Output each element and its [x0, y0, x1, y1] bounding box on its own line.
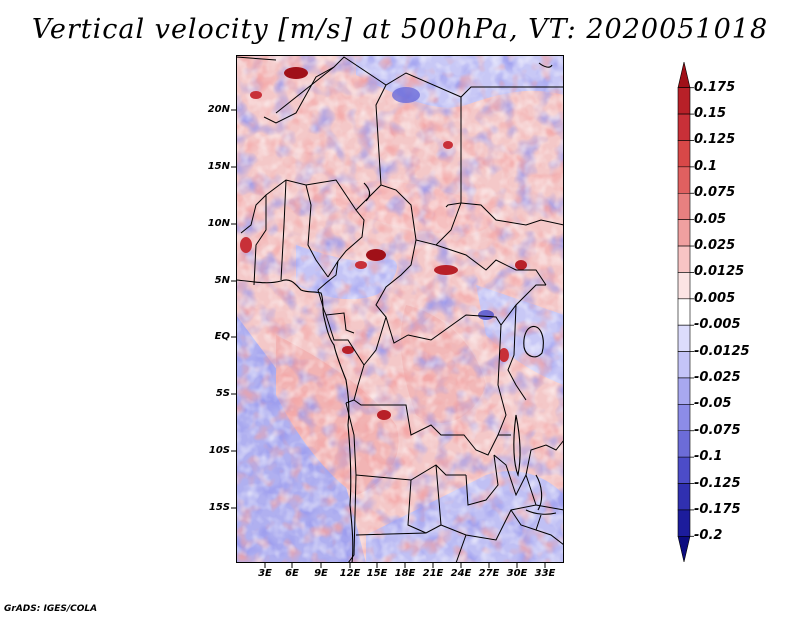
- colorbar-label: 0.075: [694, 185, 736, 201]
- colorbar-swatch: [677, 192, 691, 220]
- colorbar-label: -0.025: [694, 369, 741, 385]
- field-noise-white: [236, 55, 564, 563]
- lat-label-5n: 5N: [214, 275, 230, 286]
- colorbar-swatch: [677, 140, 691, 168]
- colorbar-label: -0.075: [694, 422, 741, 438]
- colorbar-swatch: [677, 404, 691, 432]
- colorbar-swatch: [677, 87, 691, 115]
- lat-label-5s: 5S: [215, 388, 230, 399]
- colorbar-swatch: [677, 324, 691, 352]
- map-frame: [236, 55, 564, 563]
- colorbar-label: -0.175: [694, 501, 741, 517]
- lat-label-15s: 15S: [208, 502, 230, 513]
- colorbar-swatch: [677, 61, 691, 88]
- lat-label-10n: 10N: [207, 218, 230, 229]
- colorbar-swatch: [677, 351, 691, 379]
- map-panel: [236, 55, 564, 563]
- lon-label-3e: 3E: [258, 568, 272, 579]
- colorbar-label: -0.005: [694, 317, 741, 333]
- lon-label-15e: 15E: [366, 568, 388, 579]
- colorbar-swatch: [677, 219, 691, 247]
- lon-label-12e: 12E: [339, 568, 361, 579]
- colorbar-label: -0.1: [694, 449, 723, 465]
- colorbar-swatch: [677, 298, 691, 326]
- lon-label-33e: 33E: [534, 568, 556, 579]
- colorbar-label: 0.0125: [694, 264, 745, 280]
- lon-label-18e: 18E: [394, 568, 416, 579]
- credit-text: GrADS: IGES/COLA: [4, 604, 98, 614]
- lon-label-21e: 21E: [422, 568, 444, 579]
- colorbar-label: -0.125: [694, 475, 741, 491]
- colorbar-swatch: [677, 377, 691, 405]
- vertical-velocity-map: [236, 55, 564, 563]
- colorbar-label: -0.0125: [694, 343, 750, 359]
- country-boundaries: [236, 56, 564, 563]
- lat-label-20n: 20N: [207, 104, 230, 115]
- lat-label-eq: EQ: [214, 331, 230, 342]
- colorbar-label: 0.175: [694, 79, 736, 95]
- colorbar-label: 0.005: [694, 290, 736, 306]
- colorbar-label: 0.1: [694, 158, 718, 174]
- colorbar-swatch: [677, 113, 691, 141]
- convective-cells: [240, 67, 527, 420]
- colorbar-swatch: [677, 536, 691, 563]
- colorbar-swatch: [677, 456, 691, 484]
- colorbar-swatch: [677, 245, 691, 273]
- colorbar-label: -0.05: [694, 396, 732, 412]
- colorbar-swatch: [677, 272, 691, 300]
- colorbar-swatch: [677, 430, 691, 458]
- lon-label-24e: 24E: [450, 568, 472, 579]
- colorbar-swatch: [677, 509, 691, 537]
- plot-title: Vertical velocity [m/s] at 500hPa, VT: 2…: [31, 14, 769, 45]
- colorbar-swatches: [677, 61, 694, 563]
- lat-label-10s: 10S: [208, 445, 230, 456]
- colorbar-label: 0.05: [694, 211, 727, 227]
- lon-label-27e: 27E: [478, 568, 500, 579]
- coastlines: [236, 62, 557, 563]
- lat-label-15n: 15N: [207, 161, 230, 172]
- lon-label-9e: 9E: [314, 568, 328, 579]
- lon-label-30e: 30E: [506, 568, 528, 579]
- colorbar-label: -0.2: [694, 528, 723, 544]
- colorbar-label: 0.125: [694, 132, 736, 148]
- colorbar-swatch: [677, 483, 691, 511]
- lon-label-6e: 6E: [285, 568, 299, 579]
- colorbar-label: 0.15: [694, 106, 727, 122]
- colorbar: [674, 61, 708, 563]
- colorbar-label: 0.025: [694, 238, 736, 254]
- colorbar-swatch: [677, 166, 691, 194]
